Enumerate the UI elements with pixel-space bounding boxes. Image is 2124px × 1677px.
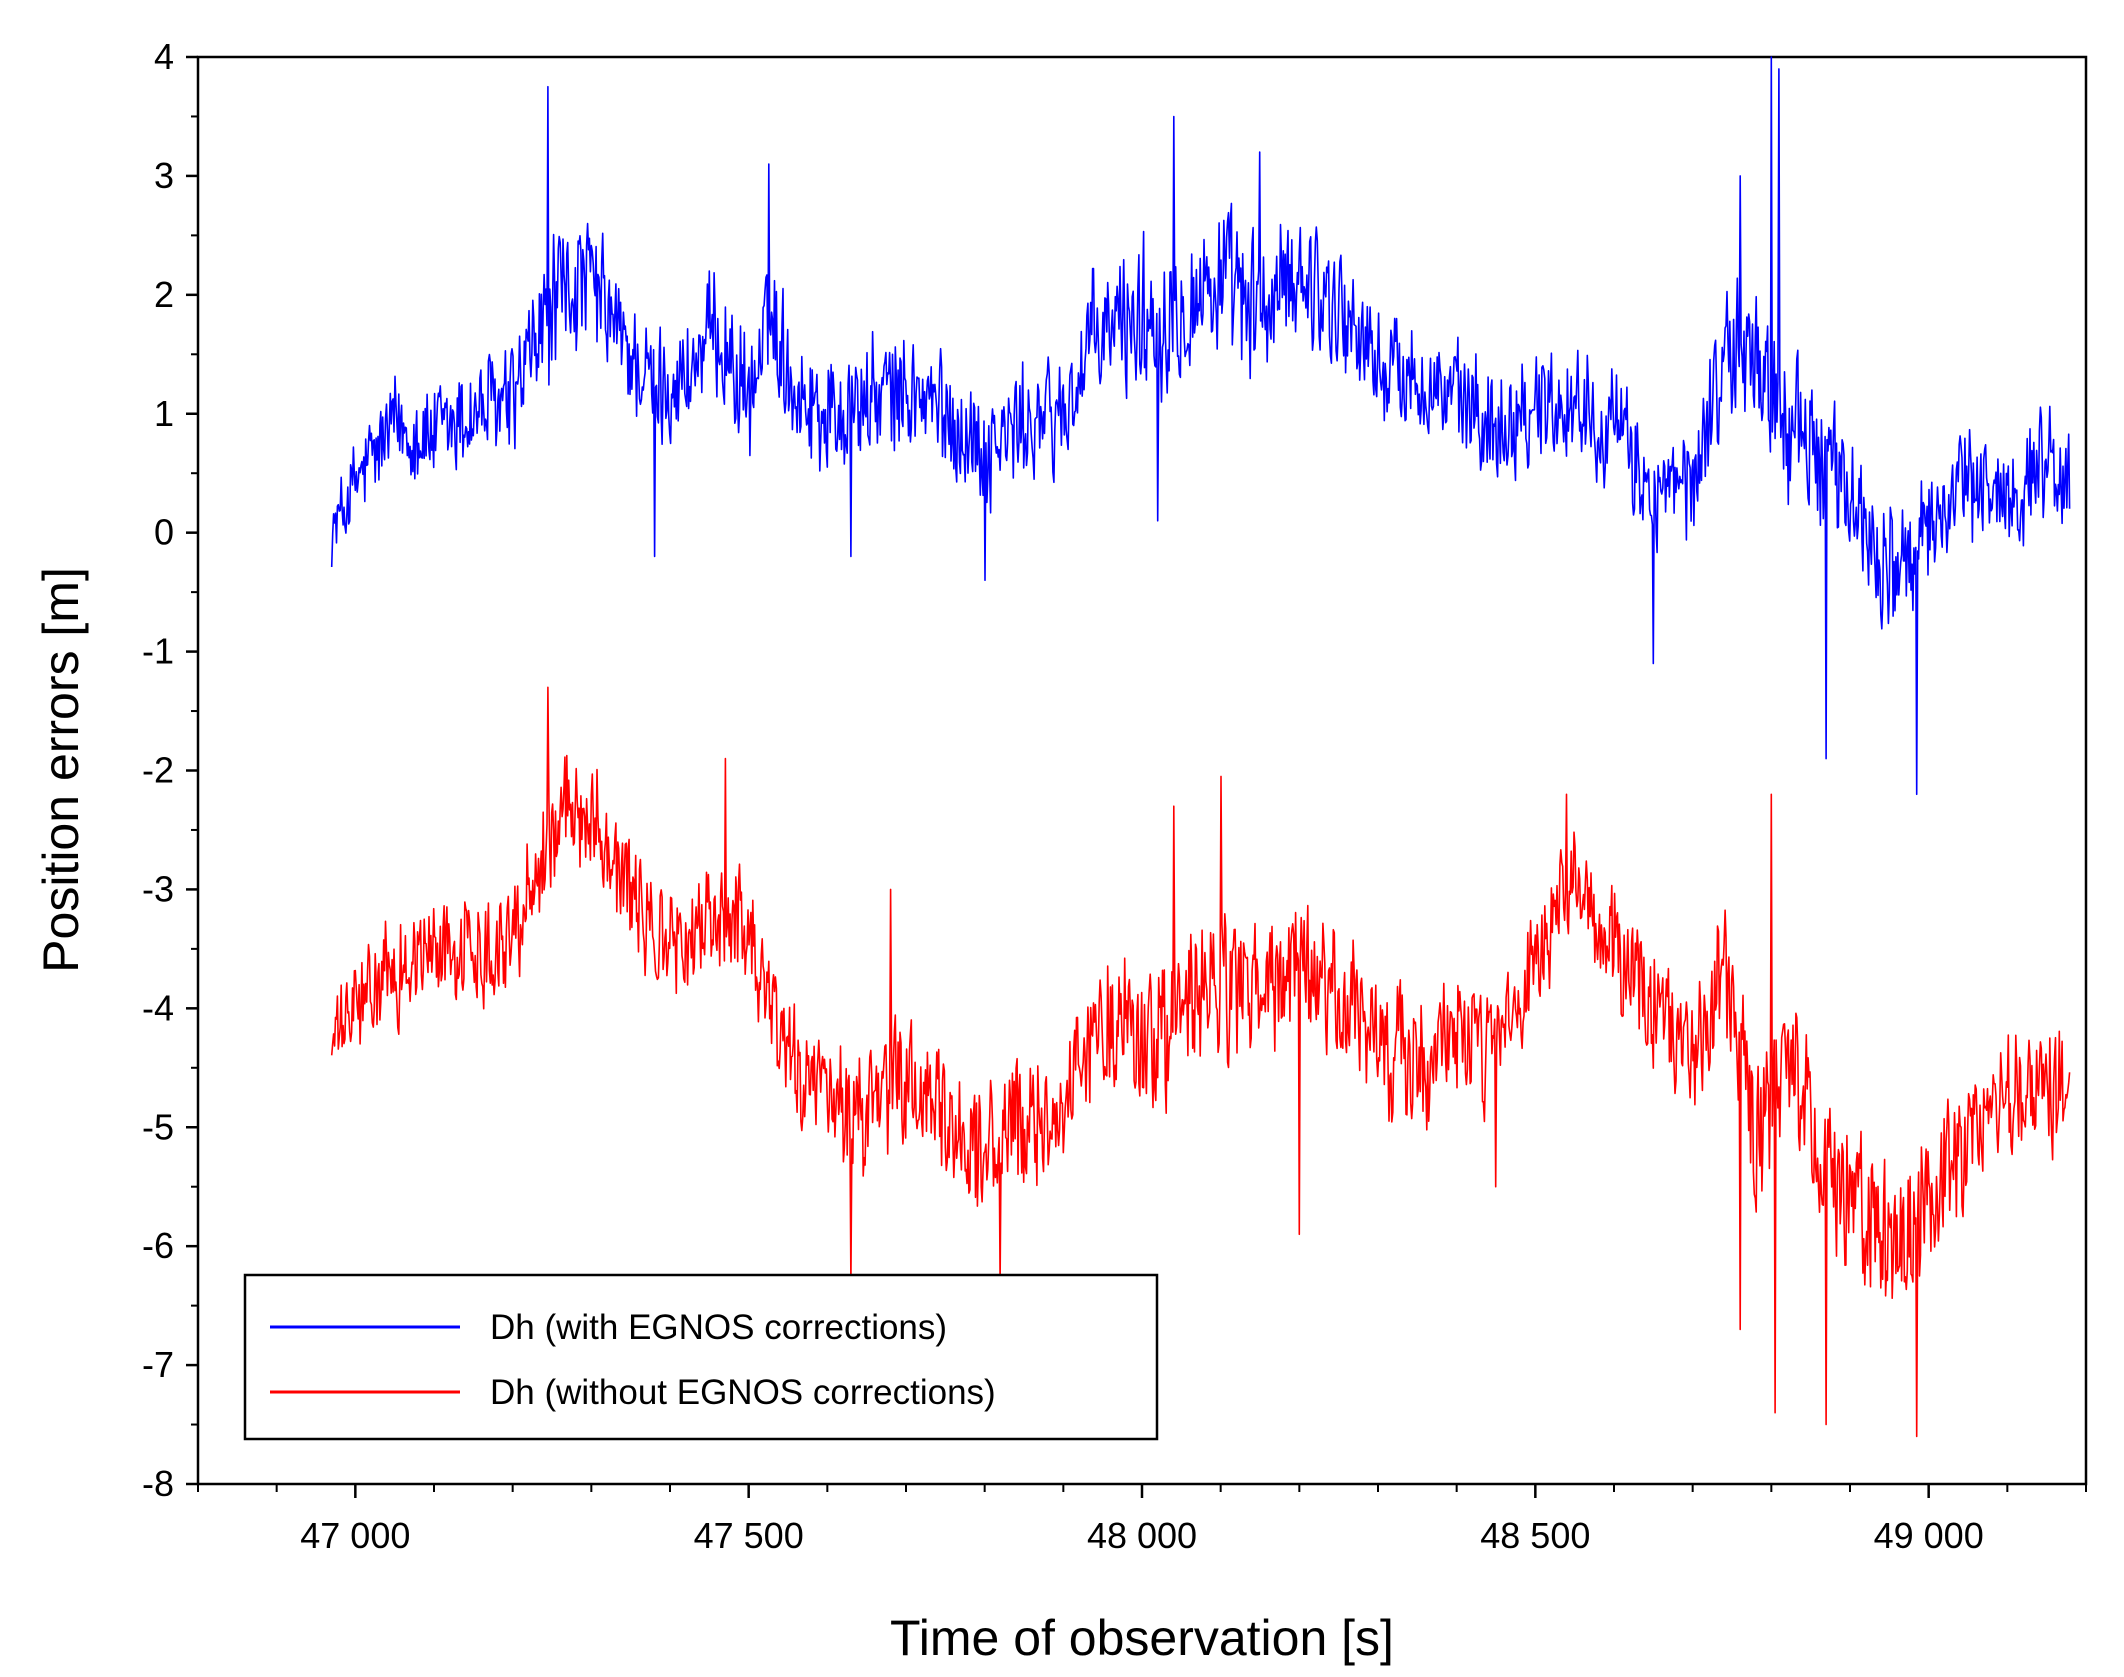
- legend-label-with-egnos: Dh (with EGNOS corrections): [490, 1308, 947, 1347]
- y-axis-title: Position errors [m]: [33, 567, 89, 973]
- plot-frame: [196, 55, 2088, 1486]
- y-tick-label: -3: [142, 868, 174, 909]
- legend-label-without-egnos: Dh (without EGNOS corrections): [490, 1373, 996, 1412]
- y-tick-label: -7: [142, 1344, 174, 1385]
- y-tick-label: 1: [154, 393, 174, 434]
- x-axis-title: Time of observation [s]: [890, 1610, 1394, 1666]
- series-line-without-egnos: [330, 686, 2071, 1438]
- y-tick-label: 0: [154, 512, 174, 553]
- y-tick-label: -6: [142, 1225, 174, 1266]
- series-layer: [330, 56, 2071, 1438]
- legend: Dh (with EGNOS corrections) Dh (without …: [243, 1273, 1159, 1441]
- x-tick-label: 49 000: [1874, 1515, 1984, 1556]
- x-tick-label: 47 000: [300, 1515, 410, 1556]
- x-tick-label: 48 500: [1480, 1515, 1590, 1556]
- x-axis-ticks: 47 000 47 500 48 000 48 500 49 000: [197, 1484, 2087, 1556]
- x-tick-label: 47 500: [694, 1515, 804, 1556]
- y-tick-label: -1: [142, 631, 174, 672]
- legend-box: [243, 1273, 1159, 1441]
- y-tick-label: -8: [142, 1463, 174, 1504]
- y-tick-label: 4: [154, 36, 174, 77]
- y-tick-label: 3: [154, 155, 174, 196]
- series-line-with-egnos: [330, 56, 2071, 796]
- y-tick-label: -5: [142, 1106, 174, 1147]
- y-axis-ticks: 4 3 2 1 0 -1 -2 -3 -4 -5 -6 -7 -8: [142, 36, 198, 1504]
- y-tick-label: -2: [142, 750, 174, 791]
- x-tick-label: 48 000: [1087, 1515, 1197, 1556]
- y-tick-label: 2: [154, 274, 174, 315]
- y-tick-label: -4: [142, 987, 174, 1028]
